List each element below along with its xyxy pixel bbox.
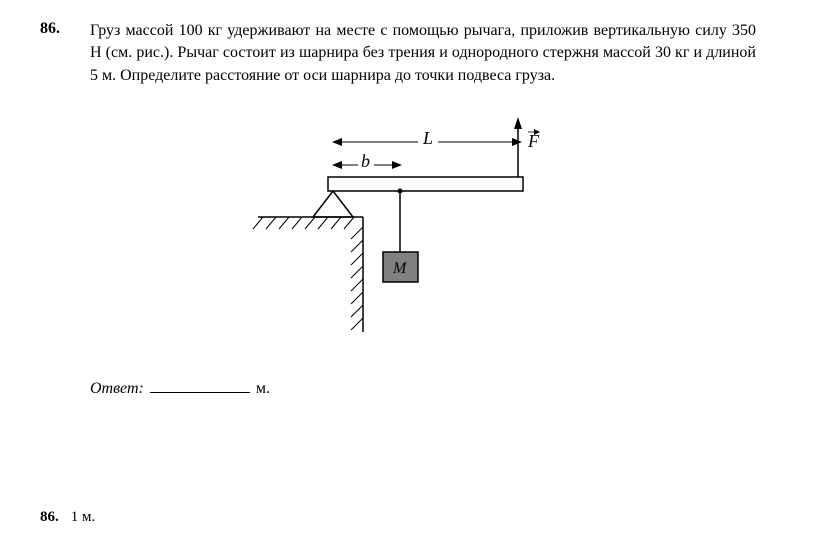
hatch-v4 — [351, 266, 363, 278]
length-label: L — [422, 128, 433, 148]
length-arrow-left — [332, 138, 342, 146]
hatch-v2 — [351, 240, 363, 252]
answer-row: Ответ: м. — [90, 377, 756, 398]
hatch-h1 — [253, 217, 263, 229]
hatch-h7 — [331, 217, 341, 229]
hatch-h6 — [318, 217, 328, 229]
force-label: F — [527, 131, 540, 151]
pivot-triangle — [313, 191, 353, 217]
hatch-h5 — [305, 217, 315, 229]
hatch-v3 — [351, 253, 363, 265]
solution-number: 86. — [40, 509, 59, 526]
load-attachment-point — [398, 189, 403, 194]
answer-unit: м. — [256, 380, 270, 398]
solution-row: 86. 1 м. — [40, 509, 95, 526]
hatch-h8 — [344, 217, 354, 229]
hatch-h2 — [266, 217, 276, 229]
solution-value: 1 м. — [71, 509, 96, 526]
distance-arrow-left — [332, 161, 342, 169]
hatch-v5 — [351, 279, 363, 291]
problem-number: 86. — [40, 20, 70, 87]
force-arrow-head — [514, 117, 522, 129]
hatch-v8 — [351, 318, 363, 330]
mass-label: M — [392, 260, 408, 277]
hatch-h3 — [279, 217, 289, 229]
lever-diagram: F L b M — [228, 107, 568, 347]
length-arrow-right — [512, 138, 522, 146]
hatch-h4 — [292, 217, 302, 229]
distance-label: b — [361, 151, 370, 171]
lever-bar — [328, 177, 523, 191]
answer-blank — [150, 377, 250, 393]
distance-arrow-right — [392, 161, 402, 169]
hatch-v6 — [351, 292, 363, 304]
answer-label: Ответ: — [90, 380, 144, 398]
hatch-v7 — [351, 305, 363, 317]
problem-text: Груз массой 100 кг удерживают на месте с… — [90, 20, 756, 87]
hatch-v1 — [351, 227, 363, 239]
diagram-container: F L b M — [40, 107, 756, 347]
